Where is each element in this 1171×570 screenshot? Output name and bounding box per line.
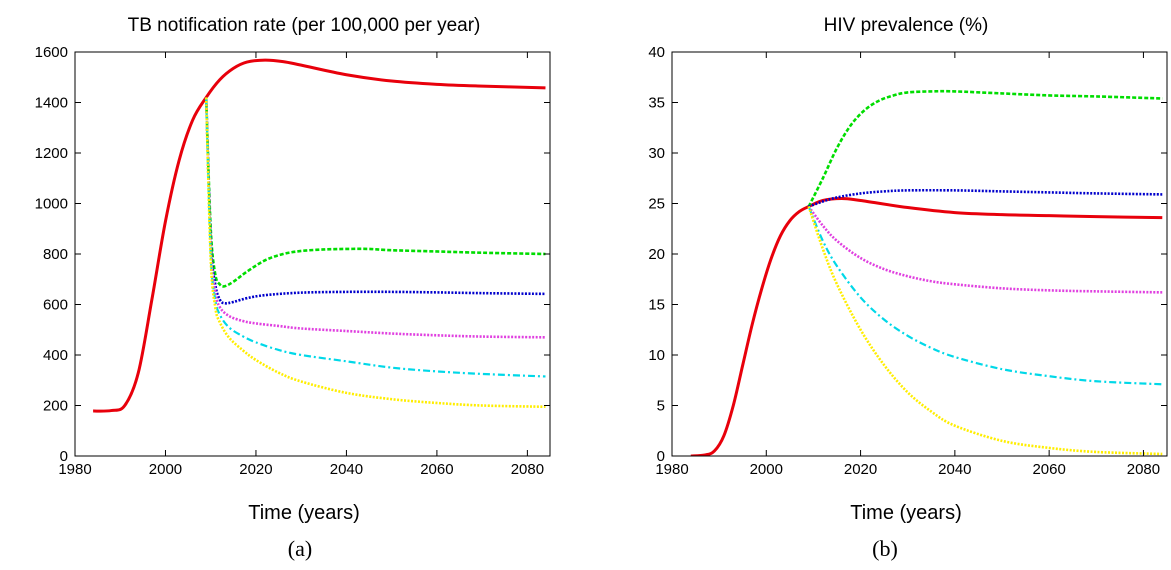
y-tick-label: 0 (60, 448, 68, 465)
series-line-2 (204, 97, 546, 288)
x-tick-label: 2040 (330, 461, 363, 478)
series-line-6 (807, 206, 1163, 456)
panel-caption: (b) (872, 536, 898, 561)
series-line-5 (205, 97, 546, 378)
y-tick-label: 800 (43, 246, 68, 263)
chart-title: HIV prevalence (%) (824, 15, 989, 36)
x-tick-label: 2040 (938, 461, 971, 478)
series-line-4 (807, 205, 1163, 294)
y-tick-label: 5 (657, 398, 665, 415)
chart-title: TB notification rate (per 100,000 per ye… (128, 15, 481, 36)
y-tick-label: 15 (648, 297, 665, 314)
series-line-6 (204, 97, 546, 409)
series-line-3 (204, 97, 546, 305)
y-tick-label: 1400 (35, 95, 68, 112)
x-tick-label: 2060 (420, 461, 453, 478)
x-tick-label: 1980 (655, 461, 688, 478)
plot-frame (671, 51, 1168, 457)
chart-panel-a: TB notification rate (per 100,000 per ye… (35, 15, 551, 561)
plot-frame (74, 51, 551, 457)
y-tick-label: 1600 (35, 44, 68, 61)
chart-panel-b: HIV prevalence (%) 1980 2000 2020 2040 2060 2… (648, 15, 1168, 561)
series-line-1 (93, 58, 546, 413)
x-tick-label: 2060 (1032, 461, 1065, 478)
x-axis-label: Time (years) (248, 502, 359, 524)
y-tick-label: 0 (657, 448, 665, 465)
y-tick-label: 25 (648, 196, 665, 213)
x-tick-label: 2000 (149, 461, 182, 478)
panel-caption: (a) (288, 536, 312, 561)
y-tick-label: 20 (648, 246, 665, 263)
series-line-5 (807, 206, 1163, 386)
y-tick-label: 30 (648, 145, 665, 162)
y-tick-label: 1000 (35, 196, 68, 213)
y-tick-label: 40 (648, 44, 665, 61)
series-line-4 (204, 97, 546, 339)
series-line-3 (808, 188, 1163, 208)
y-tick-label: 400 (43, 347, 68, 364)
y-tick-label: 1200 (35, 145, 68, 162)
x-axis-label: Time (years) (850, 502, 961, 524)
y-tick-label: 600 (43, 297, 68, 314)
y-tick-label: 35 (648, 95, 665, 112)
x-tick-label: 2080 (1127, 461, 1160, 478)
x-tick-label: 2000 (750, 461, 783, 478)
y-tick-label: 200 (43, 398, 68, 415)
x-tick-label: 1980 (58, 461, 91, 478)
x-tick-label: 2080 (511, 461, 544, 478)
series-group (93, 58, 546, 413)
x-tick-label: 2020 (239, 461, 272, 478)
series-line-2 (807, 89, 1163, 208)
series-line-1 (690, 196, 1163, 456)
plot-area: 1980 2000 2020 2040 2060 2080 0 200 400 600 800 100… (35, 44, 551, 478)
y-tick-label: 10 (648, 347, 665, 364)
plot-area: 1980 2000 2020 2040 2060 2080 0 5 10 15 20 25 30 35 40 (648, 44, 1168, 478)
x-tick-label: 2020 (844, 461, 877, 478)
series-group (690, 89, 1163, 456)
